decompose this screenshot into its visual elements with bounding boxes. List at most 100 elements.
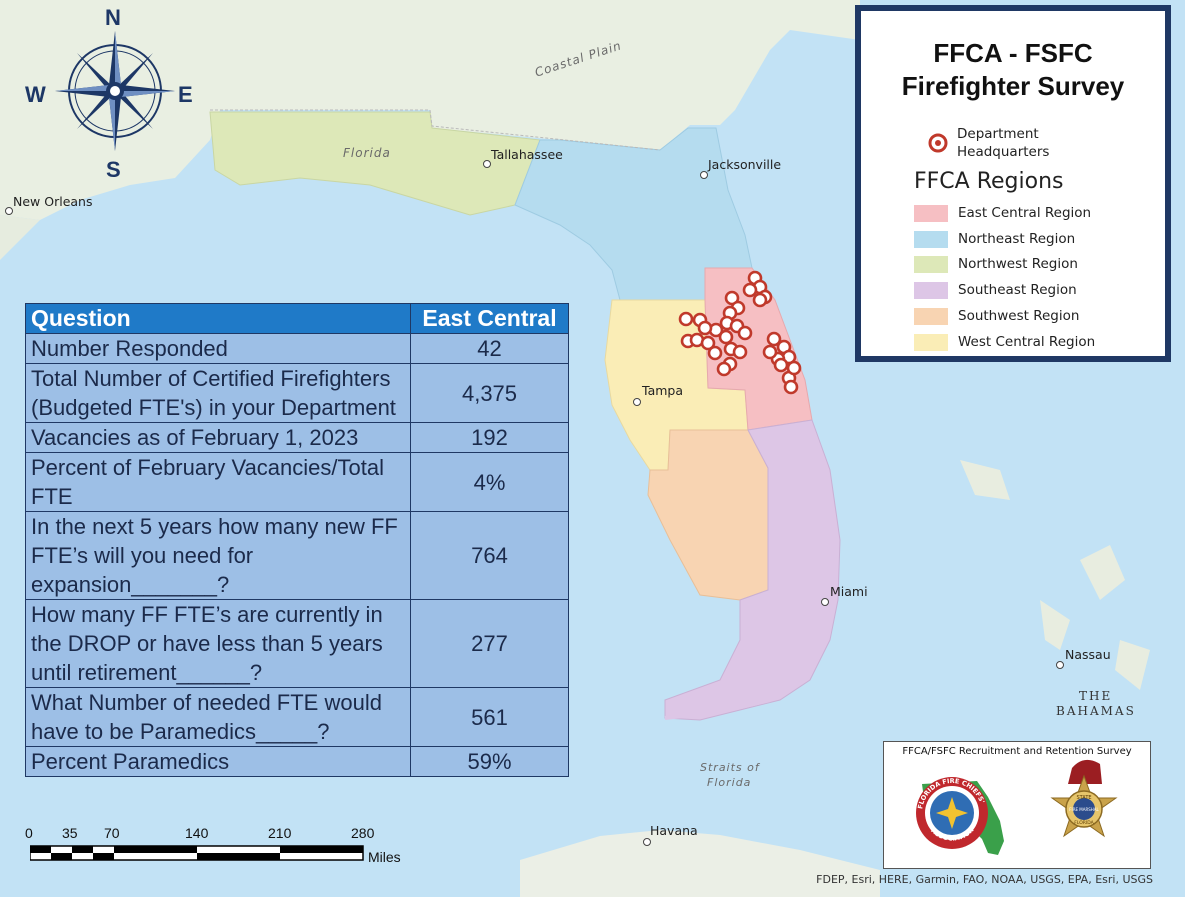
hq-marker [752,292,768,308]
city-dot-tampa [633,398,641,406]
survey-table: Question East Central Number Responded 42… [25,303,569,777]
scale-tick-label: 140 [185,825,209,841]
label-bahamas-line2: BAHAMAS [1056,704,1136,718]
header-east-central: East Central [410,303,569,334]
table-row: How many FF FTE’s are currently in the D… [25,599,569,688]
svg-text:FIRE MARSHAL: FIRE MARSHAL [1069,807,1099,812]
region-name: Northeast Region [958,231,1076,247]
swatch [914,281,948,299]
compass-south-label: S [106,157,121,182]
city-dot-tallahassee [483,160,491,168]
value-cell: 4% [410,452,569,512]
scale-unit: Miles [368,849,401,865]
value-cell: 561 [410,687,569,747]
svg-text:STATE: STATE [1076,795,1091,801]
hq-marker [737,325,753,341]
label-straits-line1: Straits of [700,761,760,774]
city-dot-jacksonville [700,171,708,179]
compass-star-icon [55,31,175,151]
label-florida: Florida [343,146,391,160]
scale-tick-label: 0 [25,825,33,841]
region-name: East Central Region [958,205,1092,221]
swatch [914,230,948,248]
label-tampa: Tampa [642,383,683,398]
table-row: Percent Paramedics 59% [25,746,569,777]
compass-north-label: N [105,5,121,30]
scale-tick-label: 35 [62,825,78,841]
scale-tick-label: 70 [104,825,120,841]
table-row: In the next 5 years how many new FF FTE’… [25,511,569,600]
state-fire-marshal-badge: STATE FIRE MARSHAL FLORIDA [1050,759,1118,838]
table-header-row: Question East Central [25,303,569,334]
hq-marker [766,331,782,347]
value-cell: 4,375 [410,363,569,423]
hq-marker [697,320,713,336]
table-row: What Number of needed FTE would have to … [25,687,569,747]
legend-region-east-central: East Central Region [914,202,1091,224]
label-nassau: Nassau [1065,647,1111,662]
logos-title: FFCA/FSFC Recruitment and Retention Surv… [902,746,1132,757]
legend-hq-line2: Headquarters [957,144,1050,160]
swatch [914,333,948,351]
label-new-orleans: New Orleans [13,194,93,209]
hq-marker [716,361,732,377]
survey-logos-panel: FFCA/FSFC Recruitment and Retention Surv… [883,741,1151,869]
legend-title-line1: FFCA - FSFC [933,38,1093,68]
question-cell: Percent Paramedics [25,746,411,777]
header-question: Question [25,303,411,334]
legend-panel: FFCA - FSFC Firefighter Survey Departmen… [855,5,1171,362]
label-havana: Havana [650,823,698,838]
legend-region-northwest: Northwest Region [914,253,1078,275]
table-row: Vacancies as of February 1, 2023 192 [25,422,569,453]
compass-east-label: E [178,82,193,107]
hq-marker [718,329,734,345]
map-credits: FDEP, Esri, HERE, Garmin, FAO, NOAA, USG… [816,873,1153,886]
question-cell: Percent of February Vacancies/Total FTE [25,452,411,512]
hq-marker [707,345,723,361]
swatch [914,255,948,273]
scale-bar: 0 35 70 140 210 280 Miles [25,825,405,867]
label-straits-line2: Florida [707,776,752,789]
swatch [914,307,948,325]
question-cell: How many FF FTE’s are currently in the D… [25,599,411,688]
hq-marker [786,360,802,376]
value-cell: 192 [410,422,569,453]
value-cell: 764 [410,511,569,600]
compass-rose: N S W E [25,5,205,185]
question-cell: Number Responded [25,333,411,364]
region-name: West Central Region [958,334,1096,350]
legend-region-west-central: West Central Region [914,331,1095,353]
scale-tick-label: 280 [351,825,375,841]
city-dot-miami [821,598,829,606]
value-cell: 59% [410,746,569,777]
compass-west-label: W [25,82,46,107]
legend-region-northeast: Northeast Region [914,228,1075,250]
city-dot-new-orleans [5,207,13,215]
question-cell: In the next 5 years how many new FF FTE’… [25,511,411,600]
hq-marker [762,344,778,360]
legend-region-southwest: Southwest Region [914,305,1079,327]
hq-marker [742,282,758,298]
legend-hq-line1: Department [957,126,1039,142]
ffca-logo: FLORIDA FIRE CHIEFS' ASSOCIATION [916,777,1004,855]
legend-region-southeast: Southeast Region [914,279,1077,301]
label-miami: Miami [830,584,868,599]
label-tallahassee: Tallahassee [491,147,563,162]
table-row: Number Responded 42 [25,333,569,364]
question-cell: Total Number of Certified Firefighters (… [25,363,411,423]
hq-marker [783,379,799,395]
hq-marker [773,357,789,373]
region-name: Southwest Region [958,308,1080,324]
region-name: Northwest Region [958,256,1078,272]
hq-marker-icon [928,133,948,153]
city-dot-havana [643,838,651,846]
table-row: Total Number of Certified Firefighters (… [25,363,569,423]
legend-hq-label: Department Headquarters [957,125,1049,161]
legend-title: FFCA - FSFC Firefighter Survey [861,37,1165,103]
question-cell: What Number of needed FTE would have to … [25,687,411,747]
scale-bar-graphic [30,845,364,861]
city-dot-nassau [1056,661,1064,669]
table-row: Percent of February Vacancies/Total FTE 4… [25,452,569,512]
label-jacksonville: Jacksonville [708,157,782,172]
legend-regions-title: FFCA Regions [914,169,1064,194]
